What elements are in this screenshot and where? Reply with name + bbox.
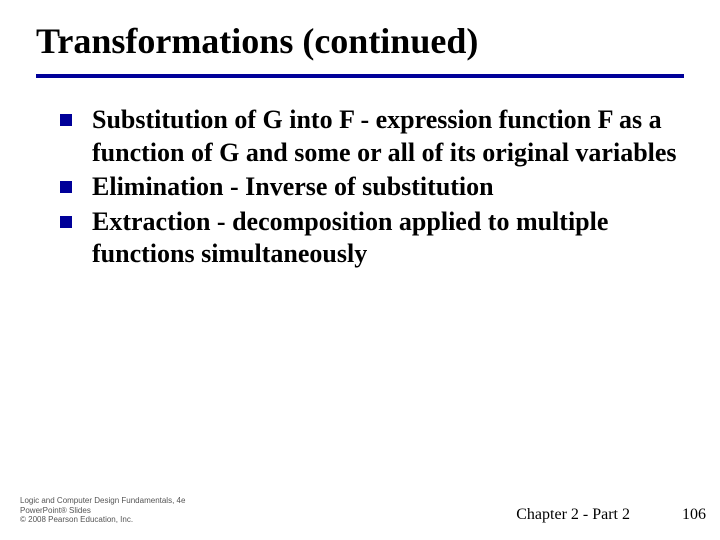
- title-area: Transformations (continued): [0, 0, 720, 62]
- credit-line: © 2008 Pearson Education, Inc.: [20, 515, 185, 524]
- footer-credits: Logic and Computer Design Fundamentals, …: [20, 496, 185, 524]
- bullet-list: Substitution of G into F - expression fu…: [60, 104, 684, 271]
- list-item: Extraction - decomposition applied to mu…: [60, 206, 684, 271]
- list-item: Elimination - Inverse of substitution: [60, 171, 684, 204]
- footer-page-number: 106: [682, 506, 706, 524]
- content-area: Substitution of G into F - expression fu…: [0, 78, 720, 271]
- footer-chapter: Chapter 2 - Part 2: [516, 506, 630, 524]
- bullet-lead: Elimination: [92, 172, 223, 201]
- list-item: Substitution of G into F - expression fu…: [60, 104, 684, 169]
- bullet-rest: - Inverse of substitution: [223, 172, 493, 201]
- bullet-lead: Substitution of G into F: [92, 105, 354, 134]
- credit-line: Logic and Computer Design Fundamentals, …: [20, 496, 185, 505]
- credit-line: PowerPoint® Slides: [20, 506, 185, 515]
- page-title: Transformations (continued): [36, 20, 684, 62]
- bullet-lead: Extraction: [92, 207, 210, 236]
